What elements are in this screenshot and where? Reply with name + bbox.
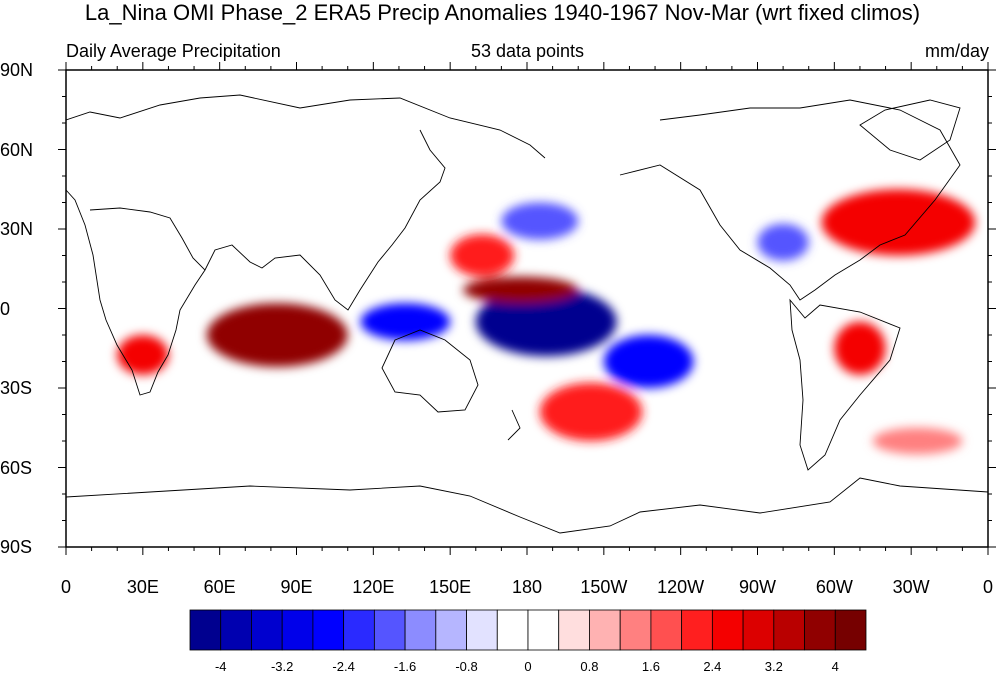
colorbar-tick-label: 0: [524, 659, 532, 674]
colorbar-swatch: [742, 609, 775, 651]
colorbar-swatch: [834, 609, 867, 651]
colorbar-swatch: [589, 609, 621, 651]
lon-label: 120E: [352, 577, 395, 597]
anomaly-region-8: [501, 202, 579, 240]
anomaly-region-2: [360, 303, 451, 341]
subtitle-right: mm/day: [924, 41, 989, 61]
colorbar-swatch: [773, 609, 805, 651]
lon-label: 60E: [203, 577, 236, 597]
lon-label: 150E: [429, 577, 472, 597]
lat-label: 60N: [0, 139, 34, 160]
colorbar-swatch: [558, 609, 590, 651]
colorbar-swatch: [466, 609, 498, 651]
colorbar-tick-label: -1.6: [393, 659, 417, 674]
lat-label: 90N: [0, 60, 34, 80]
lat-label: 30S: [0, 378, 33, 398]
coastline-north-america: [619, 99, 961, 301]
anomaly-region-10: [834, 321, 886, 375]
colorbar-swatch: [681, 609, 713, 651]
colorbar-tick-label: 1.6: [641, 659, 660, 674]
coastline-south-america: [789, 298, 901, 471]
colorbar-swatch: [189, 609, 222, 651]
precip-anomaly-layer: [117, 189, 976, 455]
colorbar-tick-label: -3.2: [270, 659, 294, 674]
coastline-eurasia-north: [66, 94, 546, 159]
colorbar-swatch: [343, 609, 375, 651]
lat-label: 30N: [0, 219, 34, 239]
lon-label: 0: [60, 577, 72, 597]
colorbar-swatch: [220, 609, 252, 651]
colorbar-swatch: [619, 609, 652, 651]
axis-ticks: [58, 62, 996, 555]
lon-label: 90E: [280, 577, 313, 597]
lon-label: 30E: [126, 577, 159, 597]
anomaly-region-5: [450, 234, 515, 277]
anomaly-region-12: [872, 427, 963, 455]
coastlines: [66, 94, 988, 534]
colorbar-tick-label: 0.8: [580, 659, 599, 674]
anomaly-region-9: [117, 335, 169, 375]
coastline-africa: [66, 189, 206, 396]
coastline-greenland: [859, 99, 961, 161]
coastline-australia: [381, 329, 479, 413]
colorbar-swatch: [650, 609, 683, 651]
colorbar-swatch: [281, 609, 314, 651]
lat-label: 60S: [0, 457, 33, 478]
colorbar-swatch: [404, 609, 437, 651]
lon-label: 150W: [580, 577, 628, 597]
colorbar-tick-label: -0.8: [455, 659, 478, 674]
anomaly-region-1: [603, 335, 694, 388]
anomaly-region-7: [539, 382, 643, 441]
colorbar-tick-label: -2.4: [332, 659, 355, 674]
anomaly-region-4: [462, 276, 579, 304]
anomaly-region-6: [821, 189, 976, 256]
coastline-antarctica: [66, 477, 988, 534]
subtitle-left: Daily Average Precipitation: [66, 41, 281, 61]
colorbar-tick-label: 3.2: [764, 659, 783, 674]
colorbar-swatch: [496, 609, 529, 651]
colorbar-tick-label: 2.4: [703, 659, 722, 674]
colorbar-swatch: [527, 609, 560, 651]
lon-label: 180: [511, 577, 543, 597]
anomaly-region-11: [757, 223, 809, 261]
colorbar-swatch: [711, 609, 744, 651]
plot-title: La_Nina OMI Phase_2 ERA5 Precip Anomalie…: [84, 0, 921, 25]
lon-label: 30W: [892, 577, 930, 597]
lon-label: 0: [982, 577, 994, 597]
colorbar-swatch: [251, 609, 283, 651]
lon-label: 120W: [657, 577, 705, 597]
colorbar-swatch: [312, 609, 345, 651]
colorbar: [189, 609, 867, 651]
colorbar-swatch: [804, 609, 836, 651]
lon-label: 90W: [738, 577, 777, 597]
colorbar-tick-label: 4: [831, 659, 839, 674]
coastline-eurasia-south: [204, 129, 446, 311]
subtitle-center: 53 data points: [470, 41, 585, 61]
colorbar-tick-label: -4: [214, 659, 227, 674]
colorbar-swatch: [435, 609, 467, 651]
coastline-new-zealand: [507, 409, 521, 441]
lat-label: 90S: [0, 537, 33, 557]
lat-label: 0: [0, 298, 11, 319]
anomaly-region-3: [206, 303, 348, 367]
lon-label: 60W: [815, 577, 853, 597]
colorbar-swatch: [373, 609, 406, 651]
anomaly-region-0: [475, 287, 617, 357]
